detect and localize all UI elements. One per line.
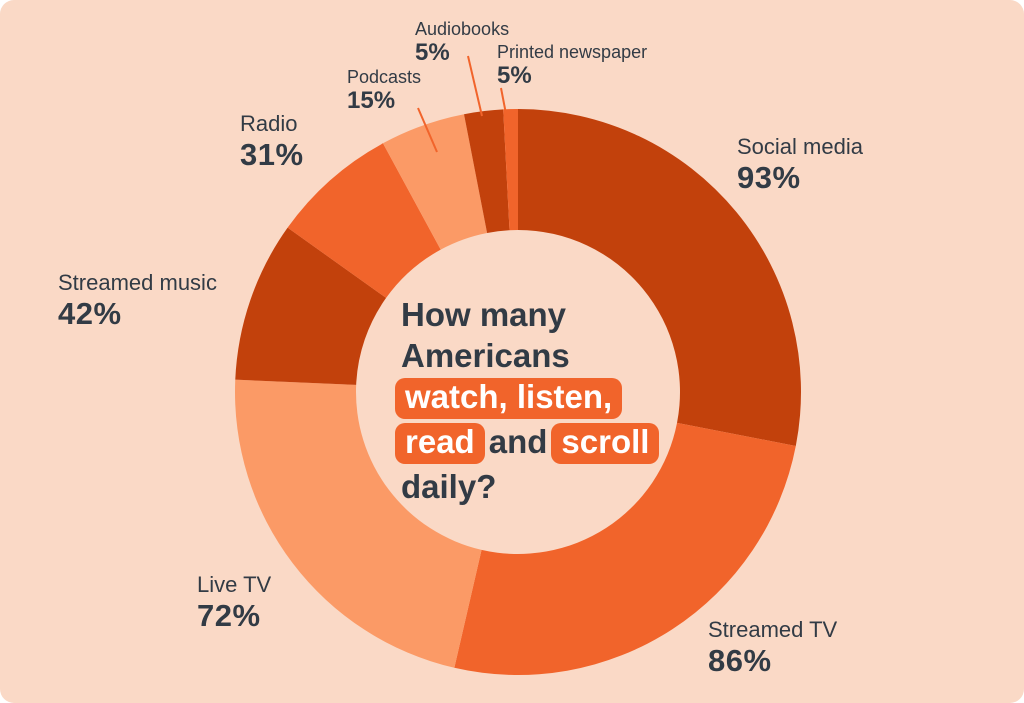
donut-segment-streamed-music: [235, 227, 387, 385]
title-line-5: daily?: [401, 468, 497, 505]
highlight-chip-scroll: scroll: [551, 423, 660, 464]
leader-line-audiobooks: [467, 55, 483, 117]
callout-social-media: Social media 93%: [737, 133, 863, 195]
donut-segment-social-media: [518, 109, 801, 446]
donut-segment-streamed-tv: [454, 422, 796, 676]
callout-podcasts: Podcasts 15%: [347, 66, 421, 114]
donut-segment-printed-newspaper: [503, 109, 518, 231]
segment-label: Live TV: [197, 572, 272, 597]
segment-value: 93%: [737, 160, 801, 195]
callout-radio: Radio 31%: [240, 110, 304, 172]
segment-label: Radio: [240, 111, 298, 136]
segment-value: 5%: [415, 39, 450, 66]
callout-audiobooks: Audiobooks 5%: [415, 18, 509, 66]
callout-live-tv: Live TV 72%: [197, 571, 271, 633]
highlight-chip-read: read: [395, 423, 485, 464]
title-line-2: Americans: [401, 337, 570, 374]
leader-line-podcasts: [417, 107, 438, 153]
callout-printed-newspaper: Printed newspaper 5%: [497, 41, 647, 89]
donut-segment-live-tv: [235, 379, 482, 668]
callout-streamed-music: Streamed music 42%: [58, 269, 217, 331]
segment-label: Social media: [737, 134, 863, 159]
chart-title: How many Americans watch, listen, read an…: [395, 294, 681, 507]
highlight-chip-watch-listen: watch, listen,: [395, 378, 623, 419]
segment-label: Streamed music: [58, 270, 217, 295]
segment-value: 86%: [708, 643, 772, 678]
segment-value: 31%: [240, 137, 304, 172]
segment-label: Podcasts: [347, 67, 422, 87]
segment-value: 5%: [497, 62, 532, 89]
donut-segment-podcasts: [382, 114, 488, 250]
segment-label: Streamed TV: [708, 617, 838, 642]
title-line-3: watch, listen,: [395, 376, 681, 421]
segment-value: 72%: [197, 598, 261, 633]
segment-value: 15%: [347, 87, 396, 114]
segment-value: 42%: [58, 296, 122, 331]
title-line-4: read and scroll: [395, 421, 681, 466]
leader-line-printed-newspaper: [500, 87, 507, 115]
title-and-word: and: [488, 423, 548, 460]
donut-segment-audiobooks: [464, 109, 510, 233]
segment-label: Audiobooks: [415, 19, 510, 39]
callout-streamed-tv: Streamed TV 86%: [708, 616, 837, 678]
title-line-1: How many: [401, 296, 567, 333]
segment-label: Printed newspaper: [497, 42, 648, 62]
donut-segment-radio: [287, 143, 441, 298]
